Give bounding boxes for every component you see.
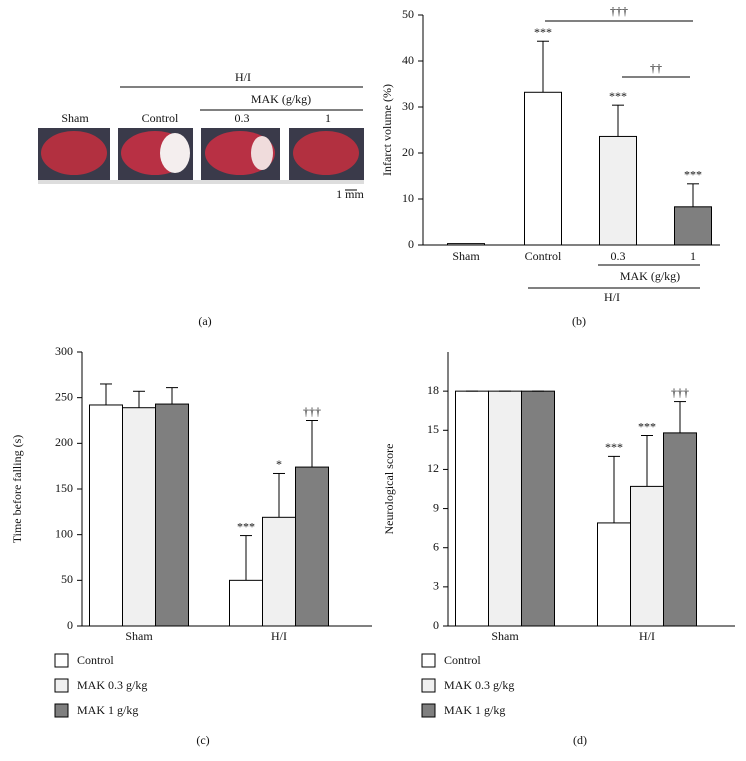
y-tick-label: 10 bbox=[402, 191, 414, 205]
x-tick-label: H/I bbox=[271, 629, 287, 643]
y-tick-label: 50 bbox=[402, 7, 414, 21]
infarct bbox=[160, 133, 190, 173]
x-tick-label: Sham bbox=[491, 629, 519, 643]
y-tick-label: 0 bbox=[67, 618, 73, 632]
y-axis-label: Neurological score bbox=[382, 444, 396, 535]
bar bbox=[89, 404, 123, 627]
panel-label: (b) bbox=[572, 314, 586, 328]
legend-label: MAK 0.3 g/kg bbox=[77, 678, 147, 692]
y-tick-label: 150 bbox=[55, 481, 73, 495]
y-tick-label: 200 bbox=[55, 435, 73, 449]
legend-swatch bbox=[54, 653, 69, 668]
brain-slice bbox=[41, 131, 107, 175]
x-tick-label: H/I bbox=[639, 629, 655, 643]
slice-label: Sham bbox=[61, 111, 89, 125]
legend-swatch bbox=[54, 678, 69, 693]
y-tick-label: 12 bbox=[427, 461, 439, 475]
subgroup-label: MAK (g/kg) bbox=[251, 92, 311, 106]
significance: *** bbox=[638, 419, 656, 433]
x-tick-label: 1 bbox=[690, 249, 696, 263]
legend-swatch bbox=[421, 703, 436, 718]
x-tick-label: Sham bbox=[452, 249, 480, 263]
bar bbox=[599, 135, 637, 246]
x-tick-label: Sham bbox=[125, 629, 153, 643]
legend-label: Control bbox=[77, 653, 114, 667]
x-tick-label: Control bbox=[525, 249, 562, 263]
y-tick-label: 3 bbox=[433, 579, 439, 593]
significance: *** bbox=[684, 168, 702, 182]
y-tick-label: 30 bbox=[402, 99, 414, 113]
y-tick-label: 0 bbox=[433, 618, 439, 632]
bar bbox=[262, 516, 296, 627]
y-tick-label: 15 bbox=[427, 422, 439, 436]
y-tick-label: 50 bbox=[61, 572, 73, 586]
y-tick-label: 100 bbox=[55, 526, 73, 540]
bar bbox=[521, 390, 555, 627]
legend-label: MAK 0.3 g/kg bbox=[444, 678, 514, 692]
slice-label: 1 bbox=[325, 111, 331, 125]
ruler bbox=[38, 180, 364, 184]
group-label: MAK (g/kg) bbox=[620, 269, 680, 283]
bar bbox=[674, 206, 712, 246]
legend-label: MAK 1 g/kg bbox=[444, 703, 505, 717]
x-tick-label: 0.3 bbox=[611, 249, 626, 263]
y-tick-label: 6 bbox=[433, 539, 439, 553]
legend-label: Control bbox=[444, 653, 481, 667]
y-tick-label: 40 bbox=[402, 53, 414, 67]
bar bbox=[455, 390, 489, 627]
panel-label: (a) bbox=[198, 314, 211, 328]
y-tick-label: 9 bbox=[433, 500, 439, 514]
legend-swatch bbox=[421, 653, 436, 668]
legend-swatch bbox=[54, 703, 69, 718]
significance: * bbox=[276, 457, 282, 471]
legend-swatch bbox=[421, 678, 436, 693]
significance: *** bbox=[237, 519, 255, 533]
y-tick-label: 0 bbox=[408, 237, 414, 251]
group-label: H/I bbox=[604, 290, 620, 304]
bar bbox=[630, 485, 664, 627]
scale-label: 1 mm bbox=[336, 187, 364, 201]
panel-label: (d) bbox=[573, 733, 587, 747]
bar bbox=[295, 466, 329, 627]
y-axis-label: Time before falling (s) bbox=[10, 435, 24, 544]
significance: *** bbox=[609, 89, 627, 103]
bar bbox=[229, 579, 263, 627]
panel-a: H/I MAK (g/kg) Sham Control 0.3 1 1 mm bbox=[38, 70, 364, 201]
significance: *** bbox=[534, 25, 552, 39]
y-tick-label: 20 bbox=[402, 145, 414, 159]
y-tick-label: 250 bbox=[55, 389, 73, 403]
brain-slice bbox=[293, 131, 359, 175]
bar bbox=[447, 243, 485, 246]
bar bbox=[155, 403, 189, 627]
significance: ††† bbox=[671, 385, 689, 399]
bar bbox=[488, 390, 522, 627]
bar bbox=[122, 407, 156, 627]
legend-label: MAK 1 g/kg bbox=[77, 703, 138, 717]
y-tick-label: 18 bbox=[427, 383, 439, 397]
bar bbox=[524, 91, 562, 246]
group-label: H/I bbox=[235, 70, 251, 84]
panel-label: (c) bbox=[196, 733, 209, 747]
bar bbox=[663, 432, 697, 627]
bracket-label: ††† bbox=[610, 4, 628, 18]
slice-label: 0.3 bbox=[235, 111, 250, 125]
bracket-label: †† bbox=[650, 61, 662, 75]
bar bbox=[597, 522, 631, 627]
infarct bbox=[251, 136, 273, 170]
y-tick-label: 300 bbox=[55, 344, 73, 358]
significance: *** bbox=[605, 440, 623, 454]
significance: ††† bbox=[303, 404, 321, 418]
y-axis-label: Infarct volume (%) bbox=[380, 84, 394, 176]
slice-label: Control bbox=[142, 111, 179, 125]
